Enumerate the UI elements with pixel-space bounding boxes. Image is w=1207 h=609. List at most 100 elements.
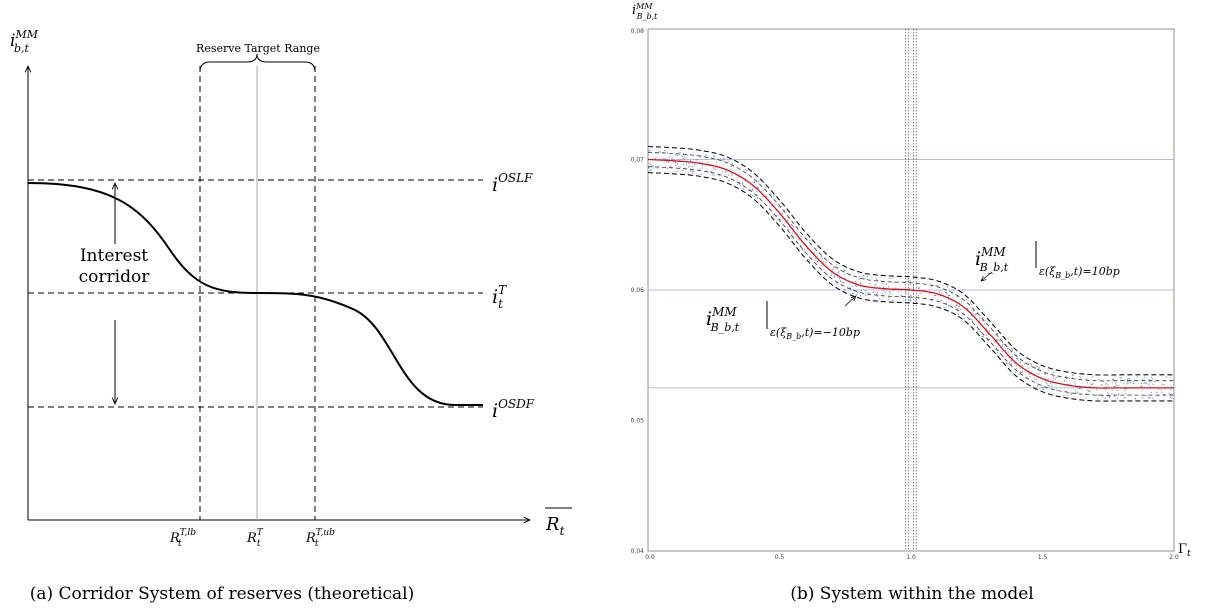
panel-a-label-target: iT t	[492, 283, 507, 311]
sample-point	[909, 283, 911, 285]
sample-point	[1141, 389, 1143, 391]
sample-point	[750, 193, 752, 195]
sample-point	[1088, 390, 1090, 392]
sample-point	[876, 278, 878, 280]
sample-point	[799, 244, 801, 246]
sample-point	[859, 282, 862, 284]
sample-point	[1001, 342, 1004, 344]
sample-point	[889, 292, 891, 295]
sample-point	[1029, 363, 1032, 365]
sample-point	[1041, 387, 1043, 389]
panel-a-label-osdf: iOSDF	[492, 397, 535, 422]
sample-point	[1080, 387, 1082, 390]
sample-point	[975, 314, 977, 316]
sample-point	[665, 158, 667, 160]
sample-point	[678, 165, 680, 167]
sample-point	[856, 292, 859, 294]
sample-point	[1011, 357, 1014, 359]
sample-point	[1126, 381, 1128, 383]
sample-point	[687, 172, 689, 174]
sample-point	[1118, 393, 1120, 395]
sample-point	[757, 182, 759, 184]
sample-point	[938, 291, 940, 293]
sample-point	[862, 275, 864, 277]
sample-point	[1096, 389, 1098, 391]
x-tick-label: 1.5	[1038, 554, 1048, 561]
sample-point	[919, 292, 921, 294]
sample-point	[1085, 378, 1087, 380]
sample-point	[1006, 348, 1009, 350]
sample-point	[1148, 383, 1150, 385]
sample-point	[718, 175, 720, 177]
sample-point	[882, 289, 884, 291]
sample-point	[1075, 389, 1077, 391]
sample-point	[746, 169, 748, 172]
sample-point	[1158, 388, 1160, 390]
sample-point	[672, 158, 674, 160]
sample-point	[986, 328, 988, 330]
x-tick-label: 0.0	[645, 554, 655, 561]
sample-point	[997, 352, 999, 354]
sample-point	[971, 304, 973, 306]
sample-point	[908, 299, 910, 301]
sample-point	[967, 308, 969, 310]
sample-point	[1021, 371, 1023, 373]
sample-point	[741, 183, 744, 185]
sample-point	[1161, 383, 1163, 385]
sample-point	[900, 294, 902, 297]
sample-point	[980, 315, 982, 317]
sample-point	[1111, 382, 1113, 384]
sample-point	[878, 298, 880, 300]
sample-point	[1007, 347, 1010, 349]
sample-point	[690, 170, 692, 172]
sample-point	[988, 330, 991, 332]
sample-point	[1143, 382, 1145, 384]
x-tick-label: 2.0	[1169, 554, 1179, 561]
sample-point	[844, 274, 846, 276]
sample-point	[1052, 371, 1054, 373]
sample-point	[712, 167, 715, 169]
sample-point	[1097, 398, 1099, 400]
x-tick-label: 1.0	[906, 554, 916, 561]
sample-point	[649, 170, 651, 172]
sample-point	[1034, 378, 1036, 380]
sample-point	[1107, 395, 1109, 397]
sample-point	[692, 166, 694, 168]
sample-point	[757, 187, 760, 189]
sample-point	[882, 292, 884, 295]
sample-point	[771, 197, 773, 199]
panel-a-tick-target: RT t	[246, 528, 264, 549]
sample-point	[836, 263, 838, 265]
sample-point	[900, 290, 902, 292]
sample-point	[1011, 356, 1013, 358]
sample-point	[723, 157, 725, 159]
sample-point	[1127, 379, 1129, 381]
sample-point	[843, 269, 845, 271]
sample-point	[855, 280, 857, 282]
sample-point	[835, 283, 837, 285]
sample-point	[975, 313, 978, 315]
sample-point	[647, 153, 649, 155]
panel-b-plot-area: 0.0 0.5 1.0 1.5 2.0 0.04 0.05 0.06 0.07 0.08	[631, 28, 1179, 561]
y-tick-label: 0.04	[631, 548, 645, 555]
sample-point	[1169, 377, 1171, 379]
sample-point	[1011, 363, 1013, 365]
sample-point	[1079, 376, 1081, 378]
sample-point	[1018, 354, 1021, 356]
sample-point	[1029, 375, 1031, 377]
sample-point	[840, 280, 842, 282]
sample-point	[669, 165, 672, 168]
sample-point	[1140, 383, 1143, 385]
sample-point	[906, 280, 908, 283]
sample-point	[1024, 363, 1026, 365]
sample-point	[676, 162, 678, 164]
sample-point	[789, 235, 791, 237]
sample-point	[889, 291, 891, 293]
sample-point	[1004, 349, 1007, 352]
sample-point	[822, 260, 825, 262]
sample-point	[714, 168, 716, 171]
sample-point	[1111, 379, 1114, 381]
sample-point	[817, 260, 819, 263]
sample-point	[731, 163, 733, 165]
sample-point	[1074, 383, 1076, 385]
